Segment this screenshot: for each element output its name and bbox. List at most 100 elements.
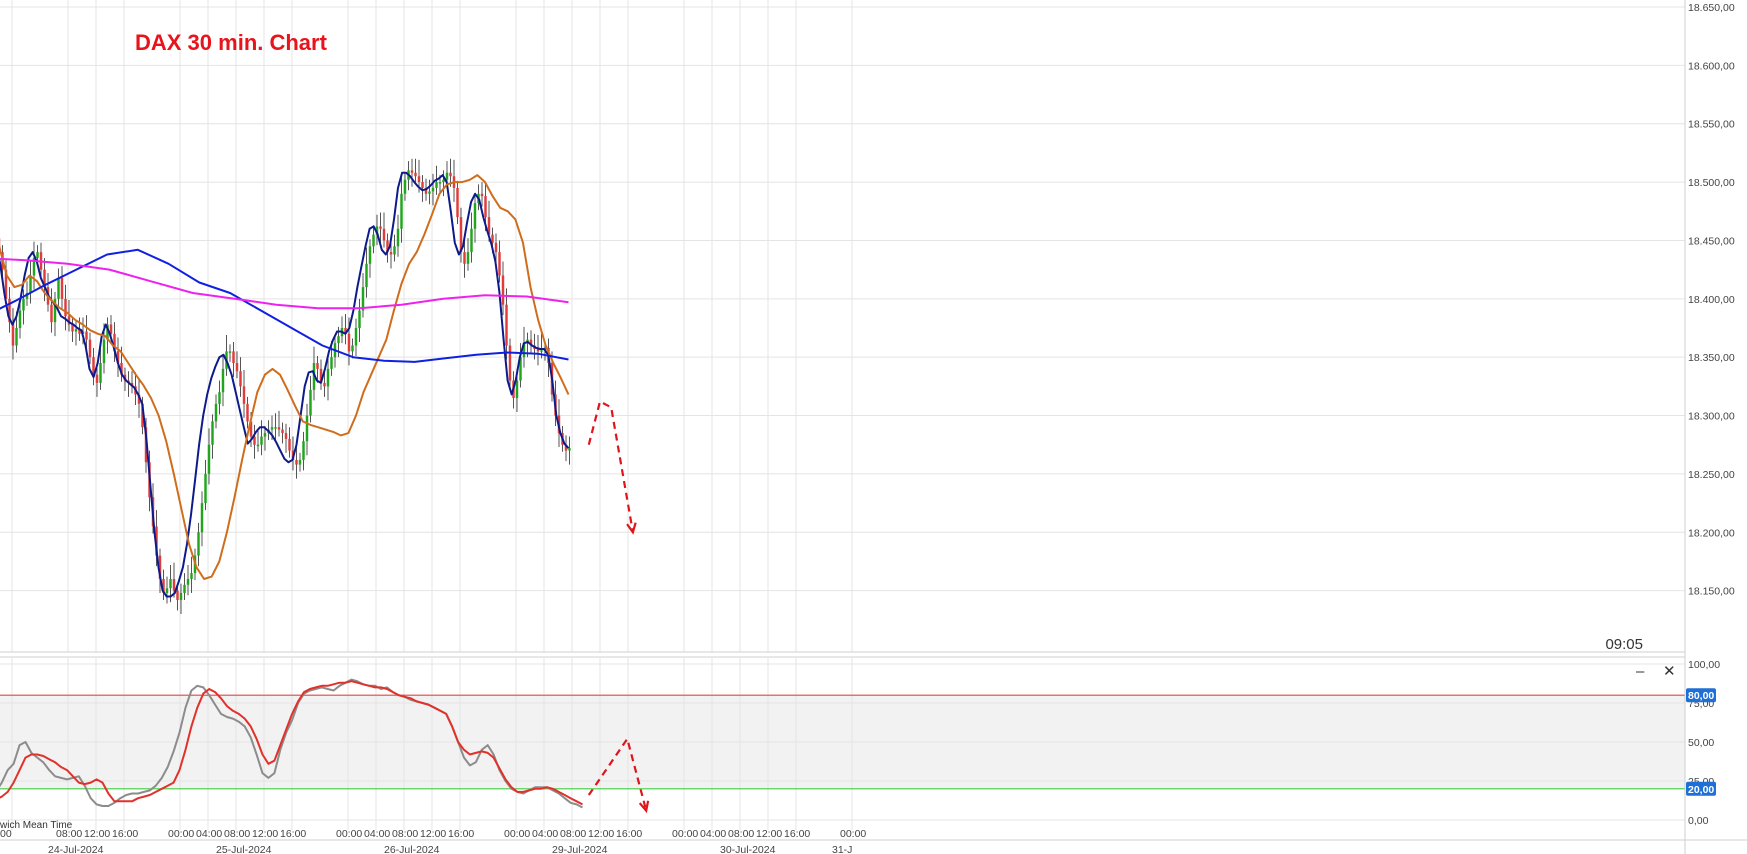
candle-body	[232, 351, 235, 364]
candle-body	[295, 459, 298, 465]
time-tick-label: 00:00	[168, 828, 194, 840]
price-tick-label: 18.300,00	[1688, 411, 1735, 423]
time-tick-label: 00	[0, 828, 12, 840]
candle-body	[438, 182, 442, 184]
level-badge	[1686, 781, 1716, 796]
candle-body	[421, 182, 424, 188]
candle-body	[365, 263, 368, 288]
time-tick-label: 04:00	[700, 828, 726, 840]
forecast-arrow-price	[587, 399, 634, 533]
time-tick-label: 12:00	[84, 828, 110, 840]
time-tick-label: 08:00	[728, 828, 754, 840]
candle-body	[179, 592, 183, 600]
forecast-arrow-stoch-head	[638, 800, 650, 814]
candle-body	[25, 292, 29, 299]
candle-body	[568, 448, 571, 451]
candle-body	[449, 172, 452, 177]
candle-body	[316, 363, 319, 369]
candle-body	[491, 234, 494, 243]
candle-body	[347, 333, 351, 352]
candle-body	[204, 473, 207, 504]
candle-body	[246, 403, 249, 422]
candle-body	[53, 298, 57, 323]
candle-body	[281, 429, 284, 434]
candle-body	[396, 228, 400, 247]
level-badge	[1686, 688, 1716, 703]
close-icon[interactable]: ✕	[1663, 663, 1676, 680]
candle-body	[375, 226, 379, 235]
candle-body	[487, 217, 491, 235]
candle-body	[235, 363, 239, 372]
time-tick-label: 04:00	[364, 828, 390, 840]
minimize-icon[interactable]: –	[1636, 663, 1645, 680]
time-display: 09:05	[1605, 636, 1643, 653]
stoch-d-line	[0, 680, 583, 806]
candle-body	[410, 170, 414, 173]
candle-body	[214, 403, 218, 422]
time-tick-label: 12:00	[756, 828, 782, 840]
candle-body	[466, 252, 470, 264]
candle-body	[372, 234, 375, 247]
candle-body	[403, 179, 407, 194]
candle-body	[67, 316, 71, 325]
price-tick-label: 18.450,00	[1688, 235, 1735, 247]
candle-body	[242, 386, 246, 404]
candle-body	[358, 310, 361, 328]
candle-body	[32, 257, 36, 276]
candle-body	[85, 331, 88, 340]
stoch-tick-label: 0,00	[1688, 815, 1709, 827]
candle-body	[536, 349, 540, 352]
price-tick-label: 18.150,00	[1688, 586, 1735, 598]
time-tick-label: 08:00	[56, 828, 82, 840]
candle-body	[319, 368, 323, 383]
candle-body	[274, 427, 277, 429]
timezone-label: wich Mean Time	[0, 820, 73, 831]
candle-body	[120, 363, 123, 375]
candle-body	[176, 590, 179, 600]
candle-body	[71, 324, 74, 332]
candle-body	[529, 339, 533, 346]
time-tick-label: 12:00	[420, 828, 446, 840]
candle-body	[456, 187, 459, 218]
time-tick-label: 04:00	[532, 828, 558, 840]
candle-body	[109, 324, 113, 334]
date-label: 26-Jul-2024	[384, 844, 440, 854]
candle-body	[186, 578, 190, 585]
candle-body	[253, 436, 256, 445]
candle-body	[382, 228, 386, 241]
candle-body	[330, 357, 333, 369]
candle-body	[218, 392, 221, 404]
candle-body	[43, 269, 46, 288]
candle-body	[323, 382, 326, 387]
time-tick-label: 12:00	[252, 828, 278, 840]
price-tick-label: 18.650,00	[1688, 2, 1735, 14]
time-tick-label: 16:00	[448, 828, 474, 840]
candle-body	[113, 333, 116, 352]
chart-title: DAX 30 min. Chart	[135, 30, 327, 55]
candle-body	[435, 182, 438, 188]
candle-body	[309, 389, 312, 416]
time-tick-label: 08:00	[560, 828, 586, 840]
candle-body	[169, 578, 172, 589]
candle-body	[92, 357, 95, 375]
time-tick-label: 16:00	[784, 828, 810, 840]
candle-body	[260, 436, 263, 445]
candle-body	[326, 368, 330, 387]
candle-body	[277, 427, 281, 430]
candle-body	[78, 329, 81, 334]
candle-body	[57, 277, 60, 299]
candle-body	[228, 351, 232, 353]
candle-body	[351, 345, 354, 352]
candle-body	[540, 350, 543, 352]
price-tick-label: 18.550,00	[1688, 119, 1735, 131]
candle-body	[36, 252, 39, 258]
overlay-line	[0, 171, 570, 598]
candle-body	[459, 217, 463, 253]
candle-body	[200, 503, 204, 533]
candle-body	[379, 226, 382, 229]
candle-body	[221, 368, 225, 393]
time-tick-label: 12:00	[588, 828, 614, 840]
candle-body	[470, 228, 473, 253]
candle-body	[102, 339, 106, 364]
candle-body	[522, 343, 526, 358]
